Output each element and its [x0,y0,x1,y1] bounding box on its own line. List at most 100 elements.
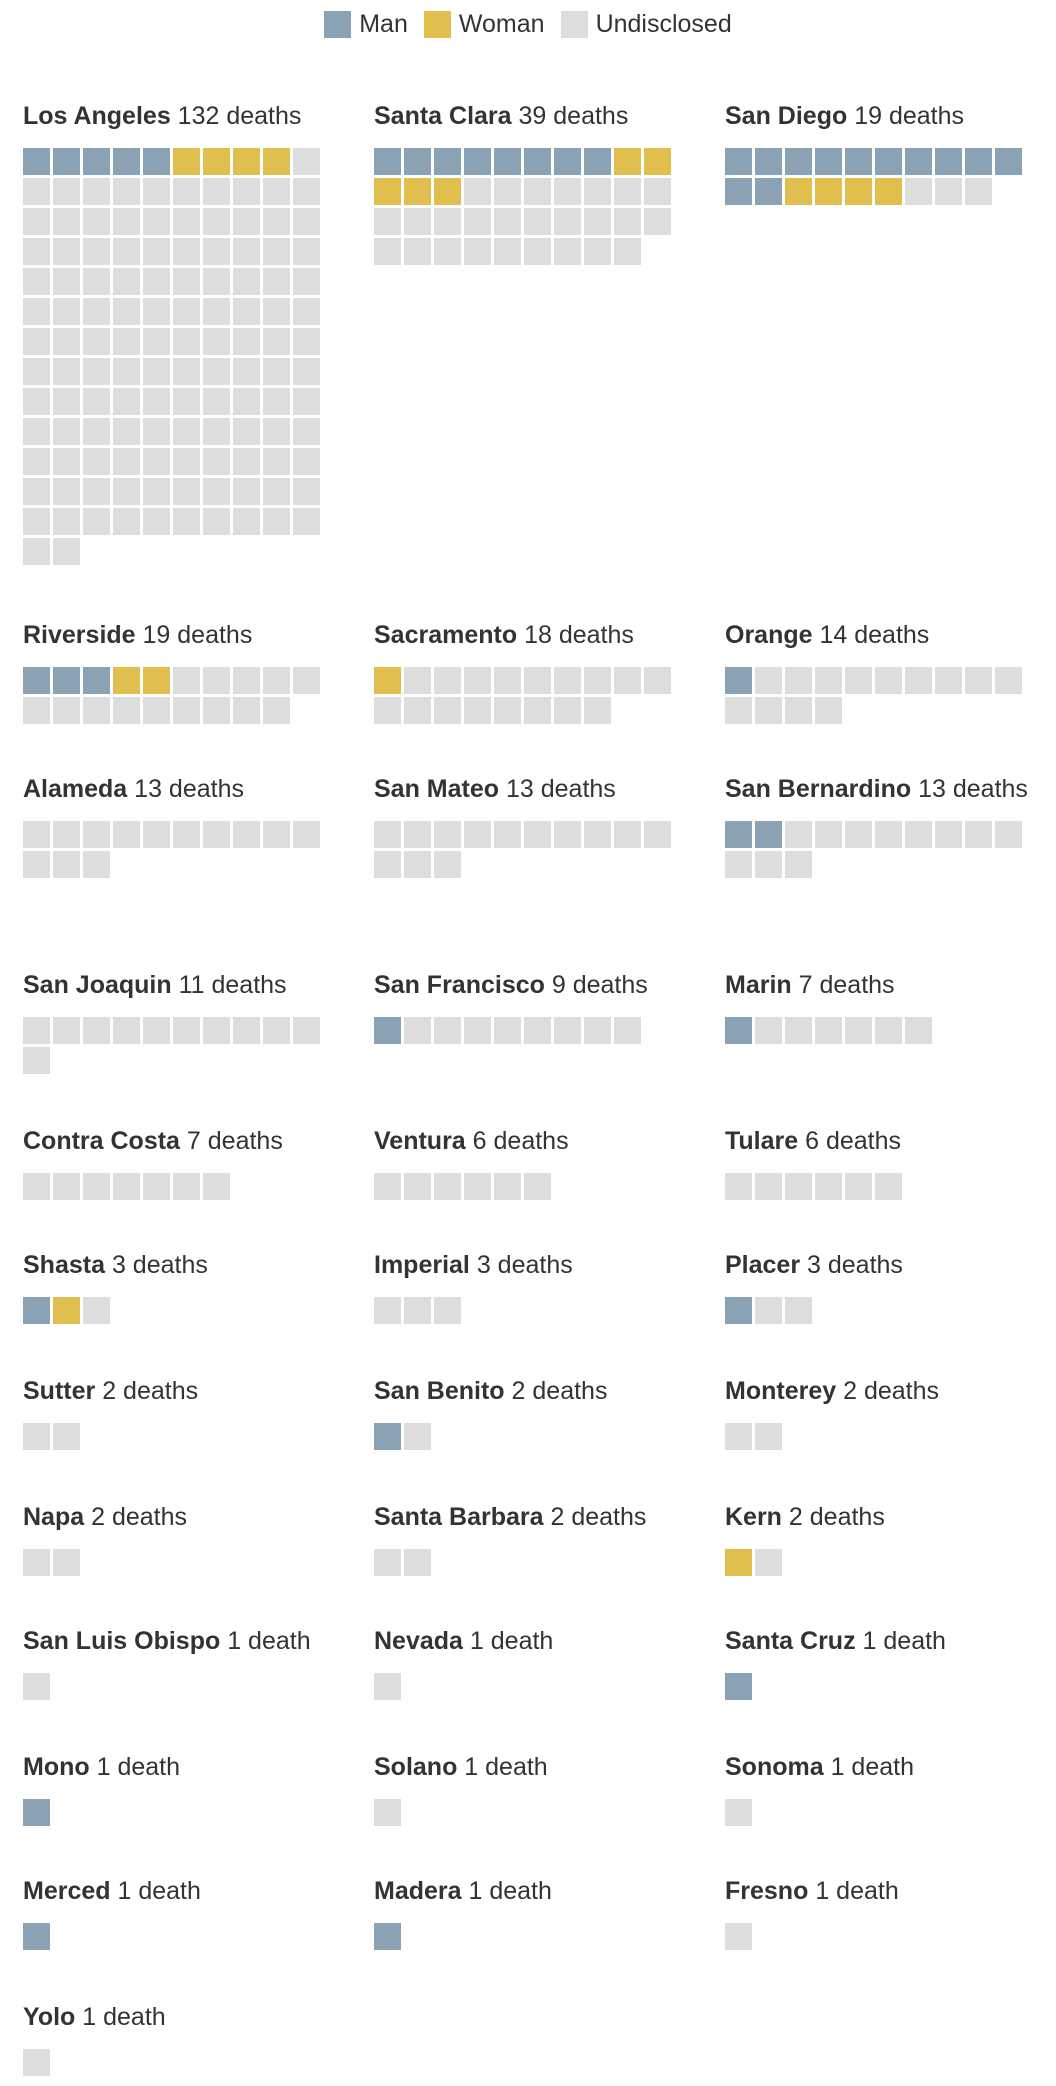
waffle-square-undisclosed [875,667,902,694]
waffle-square-man [725,1673,752,1700]
waffle-square-undisclosed [143,418,170,445]
waffle-square-undisclosed [53,851,80,878]
waffle-grid [725,1297,1035,1324]
waffle-square-undisclosed [725,1799,752,1826]
legend-swatch-woman [423,11,451,38]
county-name: Tulare [725,1127,799,1155]
waffle-square-undisclosed [233,268,260,295]
waffle-square-undisclosed [815,667,842,694]
waffle-square-man [464,148,491,175]
waffle-square-undisclosed [464,1017,491,1044]
waffle-square-man [965,148,992,175]
waffle-square-undisclosed [725,851,752,878]
waffle-square-undisclosed [113,508,140,535]
waffle-square-undisclosed [815,697,842,724]
county-name: Ventura [374,1127,466,1155]
waffle-square-undisclosed [173,508,200,535]
waffle-square-undisclosed [524,1173,551,1200]
waffle-square-undisclosed [113,821,140,848]
waffle-grid [374,1423,684,1450]
waffle-square-woman [845,178,872,205]
county-title: Contra Costa 7 deaths [23,1121,333,1161]
county-death-count: 6 deaths [805,1127,902,1155]
waffle-square-undisclosed [173,1173,200,1200]
county-name: Yolo [23,2003,76,2031]
waffle-square-man [83,667,110,694]
waffle-square-undisclosed [233,821,260,848]
waffle-square-undisclosed [203,418,230,445]
waffle-grid [23,1423,333,1450]
waffle-square-undisclosed [23,2049,50,2076]
waffle-square-woman [173,148,200,175]
waffle-square-undisclosed [374,208,401,235]
county-madera: Madera 1 death [374,1871,684,1950]
waffle-square-undisclosed [995,667,1022,694]
county-title: San Joaquin 11 deaths [23,965,333,1005]
county-title: Tulare 6 deaths [725,1121,1035,1161]
waffle-square-undisclosed [83,268,110,295]
waffle-square-undisclosed [293,298,320,325]
waffle-square-undisclosed [494,238,521,265]
waffle-square-woman [434,178,461,205]
waffle-square-undisclosed [233,448,260,475]
waffle-square-undisclosed [113,1173,140,1200]
waffle-square-undisclosed [464,208,491,235]
waffle-square-man [725,821,752,848]
waffle-grid [23,1799,333,1826]
waffle-square-undisclosed [173,418,200,445]
waffle-square-undisclosed [434,208,461,235]
county-santa-clara: Santa Clara 39 deaths [374,96,684,265]
waffle-square-man [23,148,50,175]
waffle-square-undisclosed [293,358,320,385]
waffle-square-undisclosed [995,821,1022,848]
waffle-square-undisclosed [785,1173,812,1200]
county-name: Merced [23,1877,111,1905]
county-alameda: Alameda 13 deaths [23,769,333,878]
waffle-square-undisclosed [83,358,110,385]
waffle-square-undisclosed [53,418,80,445]
waffle-square-undisclosed [293,178,320,205]
waffle-square-undisclosed [464,1173,491,1200]
waffle-square-undisclosed [875,821,902,848]
waffle-square-undisclosed [293,268,320,295]
county-title: Madera 1 death [374,1871,684,1911]
waffle-square-undisclosed [464,238,491,265]
waffle-square-undisclosed [173,268,200,295]
waffle-square-undisclosed [905,1017,932,1044]
county-imperial: Imperial 3 deaths [374,1245,684,1324]
waffle-square-undisclosed [53,508,80,535]
county-name: San Joaquin [23,971,172,999]
waffle-square-undisclosed [53,298,80,325]
waffle-square-undisclosed [233,238,260,265]
waffle-square-undisclosed [434,238,461,265]
waffle-square-undisclosed [755,1173,782,1200]
waffle-square-undisclosed [113,388,140,415]
waffle-square-undisclosed [293,148,320,175]
county-death-count: 7 deaths [186,1127,283,1155]
waffle-square-undisclosed [143,478,170,505]
waffle-square-man [845,148,872,175]
legend-swatch-man [324,11,352,38]
waffle-square-undisclosed [233,697,260,724]
county-title: Monterey 2 deaths [725,1371,1035,1411]
waffle-square-man [554,148,581,175]
waffle-square-undisclosed [755,697,782,724]
county-name: Sonoma [725,1753,824,1781]
county-kern: Kern 2 deaths [725,1497,1035,1576]
waffle-square-undisclosed [143,268,170,295]
legend-item-woman: Woman [423,10,545,39]
waffle-square-undisclosed [494,178,521,205]
waffle-grid [374,1173,684,1200]
waffle-square-undisclosed [374,1673,401,1700]
waffle-square-man [113,148,140,175]
waffle-square-woman [203,148,230,175]
waffle-square-undisclosed [845,821,872,848]
waffle-square-undisclosed [785,851,812,878]
waffle-square-undisclosed [404,851,431,878]
waffle-square-undisclosed [173,238,200,265]
county-death-count: 1 death [815,1877,899,1905]
legend-item-undisclosed: Undisclosed [560,10,732,39]
waffle-square-man [755,148,782,175]
waffle-square-undisclosed [374,1799,401,1826]
waffle-square-undisclosed [143,358,170,385]
